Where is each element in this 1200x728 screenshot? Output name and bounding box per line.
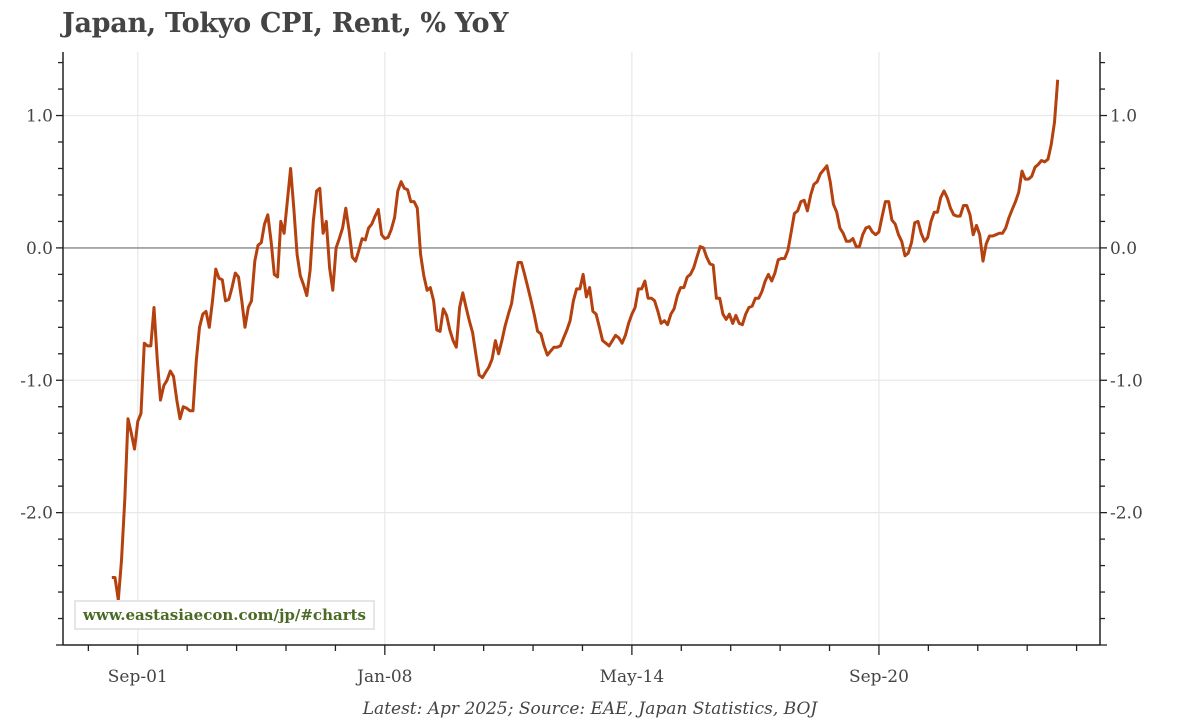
x-tick-label: Sep-20 bbox=[849, 667, 909, 687]
gridlines bbox=[63, 52, 1100, 645]
series-line-rent-yoy bbox=[111, 79, 1060, 602]
x-tick-label: May-14 bbox=[600, 667, 665, 687]
y-tick-label-right: 1.0 bbox=[1110, 107, 1137, 127]
tick-labels: 1.0 1.0 0.0 0.0 -1.0 -1.0 -2.0 -2.0 Sep-01 Jan-08… bbox=[20, 107, 1143, 687]
y-tick-label-left: -1.0 bbox=[20, 371, 53, 391]
series-layer bbox=[111, 79, 1060, 602]
y-tick-label-left: 0.0 bbox=[26, 239, 53, 259]
chart-title: Japan, Tokyo CPI, Rent, % YoY bbox=[62, 8, 509, 39]
y-tick-label-right: -2.0 bbox=[1110, 504, 1143, 524]
y-tick-label-right: -1.0 bbox=[1110, 371, 1143, 391]
source-footer: Latest: Apr 2025; Source: EAE, Japan Sta… bbox=[362, 699, 818, 719]
watermark: www.eastasiaecon.com/jp/#charts bbox=[74, 600, 375, 630]
y-tick-label-left: -2.0 bbox=[20, 504, 53, 524]
y-tick-label-left: 1.0 bbox=[26, 107, 53, 127]
x-tick-label: Sep-01 bbox=[108, 667, 168, 687]
axes bbox=[56, 52, 1107, 655]
x-tick-label: Jan-08 bbox=[355, 667, 412, 687]
y-tick-label-right: 0.0 bbox=[1110, 239, 1137, 259]
